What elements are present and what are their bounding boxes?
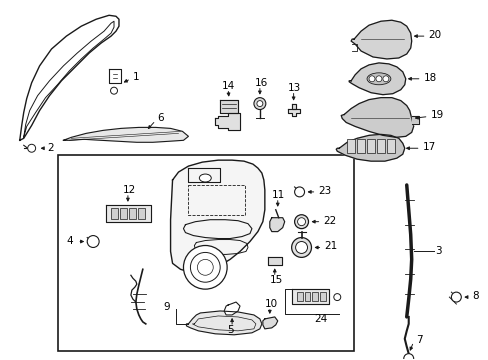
Circle shape	[297, 218, 305, 226]
Circle shape	[291, 238, 311, 257]
Text: 23: 23	[318, 186, 331, 196]
Text: 16: 16	[254, 78, 267, 88]
Polygon shape	[170, 160, 264, 272]
Text: 5: 5	[226, 325, 233, 335]
Text: 1: 1	[133, 72, 139, 82]
Bar	[296, 292, 302, 301]
Circle shape	[450, 292, 460, 302]
Text: 22: 22	[323, 216, 336, 226]
Bar	[312, 292, 318, 301]
Circle shape	[375, 76, 381, 82]
Polygon shape	[287, 109, 299, 116]
Circle shape	[87, 235, 99, 247]
Circle shape	[294, 187, 304, 197]
Text: 4: 4	[66, 235, 73, 246]
Bar	[366, 139, 374, 153]
Circle shape	[110, 87, 117, 94]
Text: 3: 3	[435, 247, 441, 256]
Ellipse shape	[366, 73, 390, 85]
Text: 13: 13	[287, 83, 300, 93]
Polygon shape	[348, 63, 405, 95]
Text: 9: 9	[163, 302, 170, 312]
Polygon shape	[269, 218, 284, 231]
Circle shape	[28, 144, 36, 152]
Bar	[120, 208, 127, 219]
Text: 12: 12	[122, 185, 136, 195]
Polygon shape	[220, 100, 238, 113]
Polygon shape	[186, 311, 262, 335]
Text: 8: 8	[471, 291, 478, 301]
Text: 20: 20	[427, 30, 441, 40]
Text: 15: 15	[269, 275, 283, 285]
Text: 6: 6	[157, 113, 164, 123]
Polygon shape	[215, 113, 240, 130]
Circle shape	[295, 242, 307, 253]
Polygon shape	[291, 104, 295, 109]
Circle shape	[403, 354, 413, 360]
Bar	[320, 292, 325, 301]
Circle shape	[294, 215, 308, 229]
Text: 11: 11	[271, 190, 285, 200]
Bar	[376, 139, 384, 153]
Circle shape	[333, 294, 340, 301]
Text: 24: 24	[314, 314, 327, 324]
Polygon shape	[267, 257, 281, 265]
Bar	[138, 208, 144, 219]
Bar	[129, 208, 136, 219]
Circle shape	[256, 100, 263, 107]
Bar	[386, 139, 394, 153]
Circle shape	[382, 76, 388, 82]
Bar	[111, 208, 118, 219]
Circle shape	[190, 252, 220, 282]
Ellipse shape	[199, 174, 211, 182]
Text: 17: 17	[422, 142, 435, 152]
Circle shape	[197, 260, 213, 275]
Text: 19: 19	[429, 109, 443, 120]
Text: 7: 7	[415, 335, 422, 345]
Polygon shape	[106, 205, 150, 222]
Bar	[346, 139, 354, 153]
Polygon shape	[336, 134, 404, 161]
Polygon shape	[291, 289, 328, 304]
Polygon shape	[224, 302, 240, 315]
Bar	[304, 292, 310, 301]
Bar	[59, 155, 353, 351]
Text: 18: 18	[423, 73, 436, 83]
Text: 10: 10	[264, 299, 277, 309]
Circle shape	[368, 76, 374, 82]
Polygon shape	[411, 117, 418, 125]
Bar	[356, 139, 365, 153]
Text: 14: 14	[222, 81, 235, 91]
Circle shape	[253, 98, 265, 109]
Polygon shape	[63, 127, 188, 142]
Polygon shape	[263, 317, 277, 329]
Text: 21: 21	[324, 242, 337, 252]
Polygon shape	[341, 98, 413, 137]
Polygon shape	[350, 20, 411, 59]
Circle shape	[183, 246, 226, 289]
Text: 2: 2	[47, 143, 54, 153]
